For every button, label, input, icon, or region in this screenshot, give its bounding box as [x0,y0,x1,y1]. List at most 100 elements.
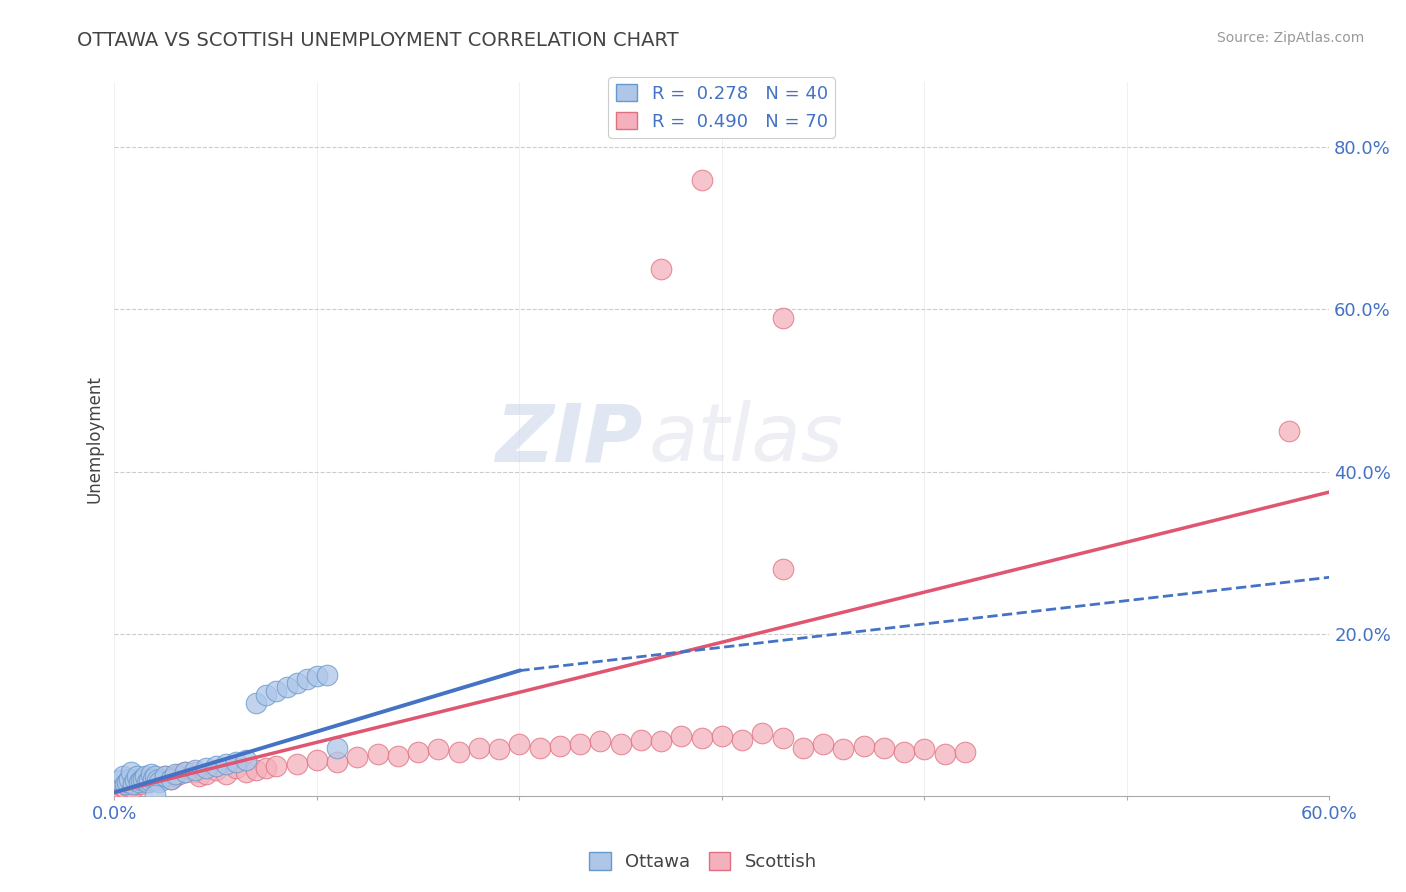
Point [204,758,226,772]
Point [115,775,138,789]
Point [167,766,190,780]
Point [934,747,956,762]
Point [488,742,510,756]
Point [346,750,368,764]
Point [143,788,166,802]
Point [254,761,277,775]
Point [953,745,976,759]
Point [188,769,211,783]
Point [873,740,896,755]
Legend: R =  0.278   N = 40, R =  0.490   N = 70: R = 0.278 N = 40, R = 0.490 N = 70 [609,77,835,138]
Point [194,766,217,780]
Point [772,731,794,745]
Point [235,765,257,780]
Point [134,773,156,788]
Point [174,765,197,780]
Point [124,773,146,788]
Point [367,747,389,762]
Point [128,775,150,789]
Point [124,775,146,789]
Point [120,765,142,780]
Point [266,758,288,772]
Point [114,777,136,791]
Point [215,756,238,771]
Point [148,775,170,789]
Point [160,772,183,786]
Point [912,742,935,756]
Point [225,761,247,775]
Point [276,680,298,694]
Point [117,780,139,794]
Point [690,731,713,745]
Point [184,765,207,780]
Point [160,772,183,786]
Point [128,775,150,789]
Point [427,742,450,756]
Point [143,769,166,783]
Point [548,739,571,753]
Point [589,734,612,748]
Point [121,777,143,791]
Point [117,772,139,786]
Point [772,310,794,325]
Point [129,777,152,791]
Point [138,775,160,789]
Y-axis label: Unemployment: Unemployment [86,376,103,503]
Point [710,729,733,743]
Point [142,772,165,786]
Point [609,737,631,751]
Point [235,753,257,767]
Point [316,667,339,681]
Point [132,772,155,786]
Point [204,764,226,778]
Point [174,765,197,780]
Point [153,769,176,783]
Point [225,756,247,770]
Point [121,781,143,796]
Legend: Ottawa, Scottish: Ottawa, Scottish [582,846,824,879]
Point [134,769,156,783]
Point [285,675,308,690]
Point [305,669,328,683]
Point [120,777,142,791]
Point [893,745,915,759]
Point [125,777,148,791]
Point [326,756,349,770]
Point [266,684,288,698]
Point [139,766,162,780]
Point [650,734,672,748]
Point [146,773,169,788]
Point [165,766,187,780]
Point [111,780,134,794]
Point [792,740,814,755]
Text: ZIP: ZIP [495,401,643,478]
Point [143,772,166,786]
Point [772,562,794,576]
Point [630,732,652,747]
Point [690,172,713,186]
Text: Source: ZipAtlas.com: Source: ZipAtlas.com [1216,31,1364,45]
Point [153,769,176,783]
Point [305,753,328,767]
Point [447,745,470,759]
Point [832,742,855,756]
Point [125,769,148,783]
Point [468,740,491,755]
Point [245,764,267,778]
Point [406,745,429,759]
Point [111,769,134,783]
Point [115,777,138,791]
Point [138,773,160,788]
Point [295,672,318,686]
Point [215,766,238,780]
Point [148,773,170,788]
Point [731,732,754,747]
Point [184,764,207,778]
Text: OTTAWA VS SCOTTISH UNEMPLOYMENT CORRELATION CHART: OTTAWA VS SCOTTISH UNEMPLOYMENT CORRELAT… [77,31,679,50]
Point [129,773,152,788]
Point [387,748,409,763]
Point [285,756,308,771]
Point [165,769,187,783]
Point [110,773,132,788]
Point [326,740,349,755]
